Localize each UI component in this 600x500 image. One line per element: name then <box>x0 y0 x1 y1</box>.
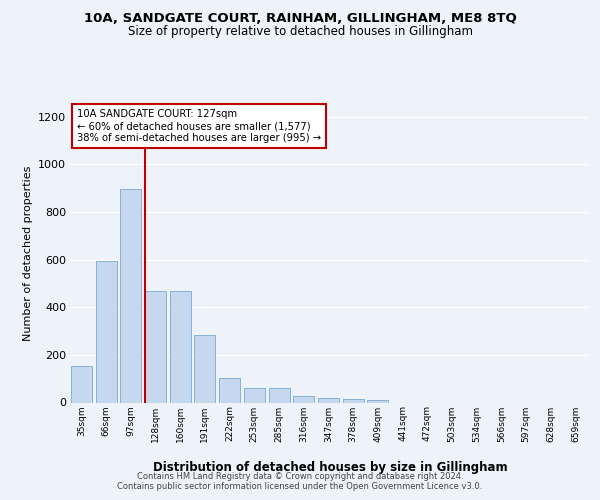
Bar <box>170 290 191 403</box>
Bar <box>269 388 290 402</box>
Bar <box>343 399 364 402</box>
Text: 10A, SANDGATE COURT, RAINHAM, GILLINGHAM, ME8 8TQ: 10A, SANDGATE COURT, RAINHAM, GILLINGHAM… <box>83 12 517 26</box>
Bar <box>95 261 116 402</box>
Bar <box>194 334 215 402</box>
Text: Distribution of detached houses by size in Gillingham: Distribution of detached houses by size … <box>152 461 508 474</box>
Bar <box>145 290 166 403</box>
Text: Contains HM Land Registry data © Crown copyright and database right 2024.: Contains HM Land Registry data © Crown c… <box>137 472 463 481</box>
Text: Contains public sector information licensed under the Open Government Licence v3: Contains public sector information licen… <box>118 482 482 491</box>
Bar <box>318 398 339 402</box>
Bar <box>120 190 141 402</box>
Bar <box>71 366 92 402</box>
Bar <box>367 400 388 402</box>
Text: Size of property relative to detached houses in Gillingham: Size of property relative to detached ho… <box>128 25 473 38</box>
Bar <box>293 396 314 402</box>
Y-axis label: Number of detached properties: Number of detached properties <box>23 166 32 342</box>
Text: 10A SANDGATE COURT: 127sqm
← 60% of detached houses are smaller (1,577)
38% of s: 10A SANDGATE COURT: 127sqm ← 60% of deta… <box>77 110 321 142</box>
Bar <box>219 378 240 402</box>
Bar <box>244 388 265 402</box>
